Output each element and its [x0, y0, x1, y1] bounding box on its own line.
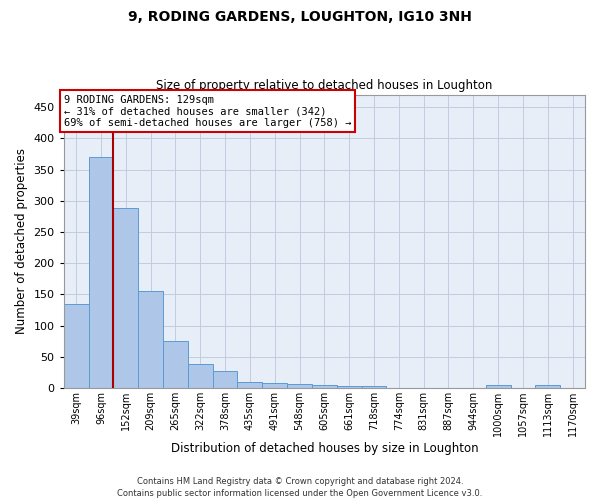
Bar	[337, 386, 362, 388]
Y-axis label: Number of detached properties: Number of detached properties	[15, 148, 28, 334]
Text: Contains HM Land Registry data © Crown copyright and database right 2024.
Contai: Contains HM Land Registry data © Crown c…	[118, 476, 482, 498]
Bar	[262, 383, 287, 388]
Title: Size of property relative to detached houses in Loughton: Size of property relative to detached ho…	[156, 79, 493, 92]
Bar	[212, 372, 238, 388]
Bar	[287, 384, 312, 388]
Bar	[188, 364, 212, 388]
Bar	[138, 292, 163, 388]
Bar	[64, 304, 89, 388]
Bar	[312, 385, 337, 388]
Bar	[163, 342, 188, 388]
Text: 9, RODING GARDENS, LOUGHTON, IG10 3NH: 9, RODING GARDENS, LOUGHTON, IG10 3NH	[128, 10, 472, 24]
Bar	[113, 208, 138, 388]
X-axis label: Distribution of detached houses by size in Loughton: Distribution of detached houses by size …	[170, 442, 478, 455]
Bar	[89, 157, 113, 388]
Bar	[486, 385, 511, 388]
Bar	[238, 382, 262, 388]
Bar	[535, 385, 560, 388]
Bar	[362, 386, 386, 388]
Text: 9 RODING GARDENS: 129sqm
← 31% of detached houses are smaller (342)
69% of semi-: 9 RODING GARDENS: 129sqm ← 31% of detach…	[64, 94, 351, 128]
